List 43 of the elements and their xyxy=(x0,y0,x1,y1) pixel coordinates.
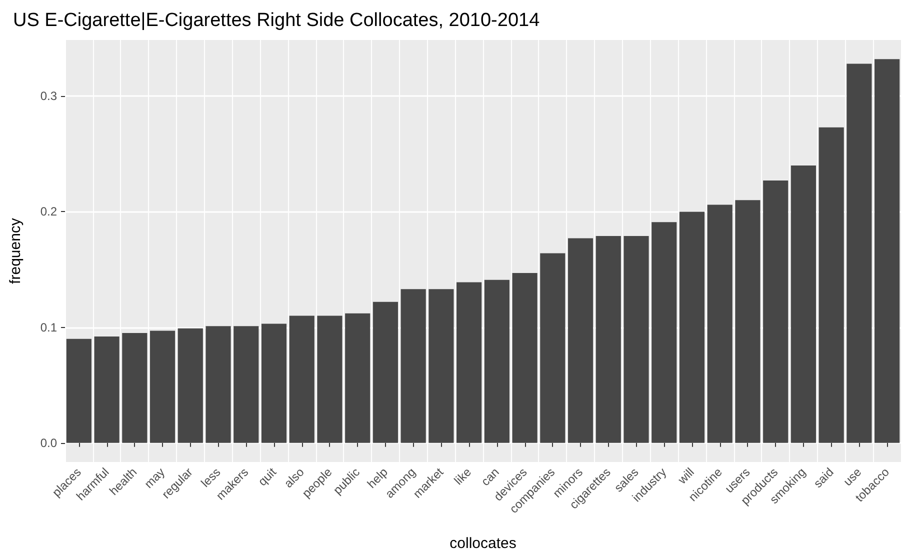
y-tick-label: 0.2 xyxy=(40,204,58,219)
bar xyxy=(540,253,566,443)
bar xyxy=(289,316,314,443)
y-tick-label: 0.3 xyxy=(40,89,58,104)
x-tick-label: like xyxy=(451,464,474,488)
bar xyxy=(178,328,203,443)
bar xyxy=(568,238,594,443)
bar xyxy=(874,59,900,443)
bar xyxy=(846,64,872,443)
y-tick-label: 0.0 xyxy=(40,436,58,450)
bar xyxy=(818,127,844,443)
bar xyxy=(206,326,231,443)
bar xyxy=(261,324,287,443)
bar xyxy=(400,289,426,443)
bar xyxy=(484,280,510,443)
bar xyxy=(428,289,454,443)
bar xyxy=(707,204,732,443)
x-tick-label: quit xyxy=(255,464,280,489)
y-tick-label: 0.1 xyxy=(40,320,58,334)
bar xyxy=(372,302,398,443)
x-tick-label: may xyxy=(142,465,168,491)
bar xyxy=(122,333,148,443)
bar xyxy=(624,236,649,443)
x-tick-label: also xyxy=(281,464,308,491)
x-tick-label: help xyxy=(364,464,391,491)
bar xyxy=(512,272,538,443)
bar xyxy=(94,336,120,443)
bar xyxy=(234,326,259,443)
bar xyxy=(735,200,760,443)
bar xyxy=(652,222,677,443)
chart-title: US E-Cigarette|E-Cigarettes Right Side Collocates, 2010-2014 xyxy=(13,10,540,31)
bar xyxy=(150,330,176,443)
bar xyxy=(456,282,482,443)
bar xyxy=(763,180,788,443)
bar xyxy=(317,316,342,443)
x-axis-title: collocates xyxy=(450,535,516,552)
x-tick-label: said xyxy=(810,465,836,491)
y-axis-title: frequency xyxy=(7,218,24,284)
bar xyxy=(679,212,705,443)
bar xyxy=(596,236,621,443)
bar xyxy=(790,165,816,443)
bar xyxy=(66,338,92,443)
bar xyxy=(345,313,370,443)
